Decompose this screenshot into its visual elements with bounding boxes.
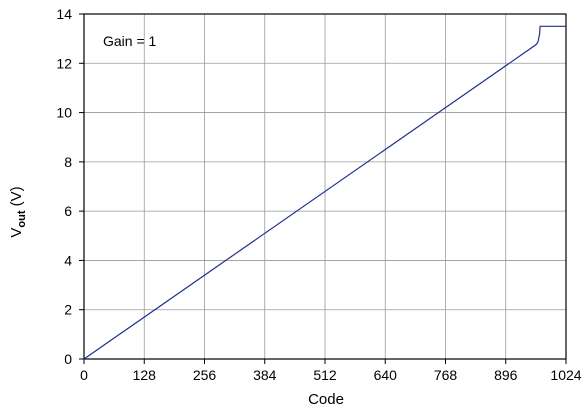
y-axis-label-sub: out xyxy=(16,210,28,227)
x-tick-label: 128 xyxy=(133,367,157,383)
x-tick-label: 640 xyxy=(374,367,398,383)
ticks: 0 128 256 384 512 640 768 896 1024 0 2 4 6 8 10 12 14 xyxy=(56,6,581,383)
y-tick-label: 6 xyxy=(64,203,72,219)
y-axis-label-main: V xyxy=(8,228,25,238)
x-tick-label: 512 xyxy=(313,367,337,383)
y-tick-label: 14 xyxy=(56,6,72,22)
x-tick-label: 1024 xyxy=(550,367,581,383)
grid xyxy=(83,13,567,360)
series-line-0 xyxy=(83,25,566,360)
y-tick-label: 0 xyxy=(64,351,72,367)
y-axis-label: Vout (V) xyxy=(8,186,28,237)
y-tick-label: 10 xyxy=(56,105,72,121)
y-tick-label: 4 xyxy=(64,252,72,268)
x-tick-label: 896 xyxy=(494,367,518,383)
y-tick-label: 8 xyxy=(64,154,72,170)
x-axis-label: Code xyxy=(308,391,344,408)
x-tick-label: 0 xyxy=(80,367,88,383)
x-tick-label: 384 xyxy=(253,367,277,383)
gain-annotation: Gain = 1 xyxy=(103,33,157,49)
y-tick-label: 12 xyxy=(56,55,72,71)
x-tick-label: 256 xyxy=(193,367,217,383)
x-tick-label: 768 xyxy=(434,367,458,383)
y-tick-label: 2 xyxy=(64,302,72,318)
y-axis-label-unit: (V) xyxy=(8,186,25,210)
